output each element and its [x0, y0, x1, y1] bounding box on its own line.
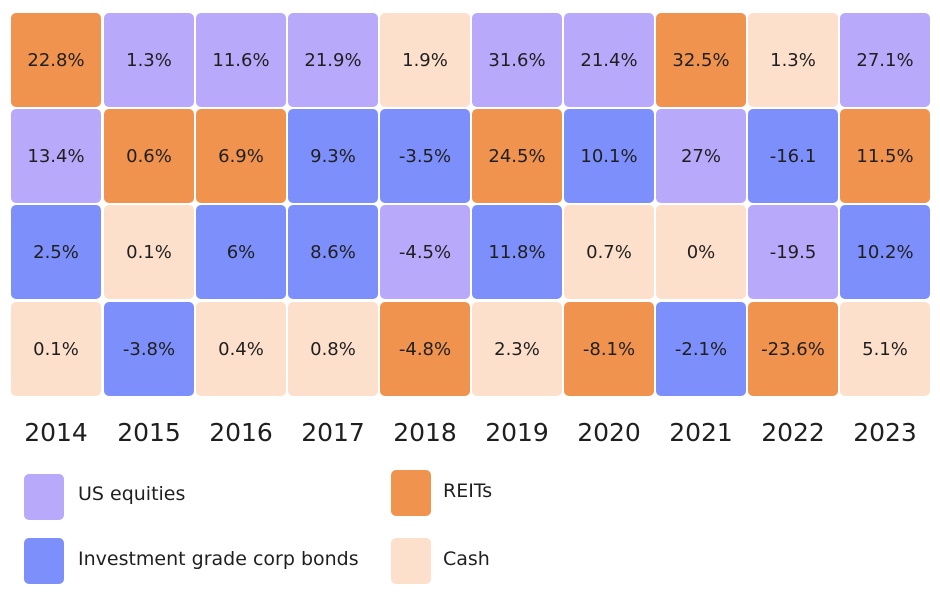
heatmap-cell-2014-rank-4: 0.1%: [11, 302, 101, 396]
heatmap-cell-2018-rank-1: 1.9%: [380, 13, 470, 107]
year-label-2022: 2022: [761, 418, 825, 447]
heatmap-cell-2019-rank-1: 31.6%: [472, 13, 562, 107]
heatmap-cell-2015-rank-4: -3.8%: [104, 302, 194, 396]
heatmap-cell-2014-rank-2: 13.4%: [11, 109, 101, 203]
legend-label-reits: REITs: [443, 480, 493, 502]
heatmap-cell-2016-rank-3: 6%: [196, 205, 286, 299]
legend-swatch-reits: [391, 470, 431, 516]
heatmap-cell-2015-rank-3: 0.1%: [104, 205, 194, 299]
year-label-2018: 2018: [393, 418, 457, 447]
heatmap-cell-2020-rank-4: -8.1%: [564, 302, 654, 396]
heatmap-cell-2015-rank-1: 1.3%: [104, 13, 194, 107]
heatmap-cell-2022-rank-2: -16.1: [748, 109, 838, 203]
heatmap-cell-2022-rank-1: 1.3%: [748, 13, 838, 107]
heatmap-cell-2015-rank-2: 0.6%: [104, 109, 194, 203]
heatmap-cell-2014-rank-1: 22.8%: [11, 13, 101, 107]
year-label-2014: 2014: [24, 418, 88, 447]
heatmap-cell-2020-rank-1: 21.4%: [564, 13, 654, 107]
heatmap-cell-2020-rank-3: 0.7%: [564, 205, 654, 299]
heatmap-cell-2019-rank-2: 24.5%: [472, 109, 562, 203]
legend-swatch-investment-grade-corp-bonds: [24, 538, 64, 584]
heatmap-cell-2023-rank-3: 10.2%: [840, 205, 930, 299]
legend-label-us-equities: US equities: [78, 483, 186, 505]
heatmap-cell-2016-rank-2: 6.9%: [196, 109, 286, 203]
legend-label-cash: Cash: [443, 548, 490, 570]
heatmap-cell-2019-rank-3: 11.8%: [472, 205, 562, 299]
year-label-2019: 2019: [485, 418, 549, 447]
heatmap-cell-2014-rank-3: 2.5%: [11, 205, 101, 299]
legend-swatch-cash: [391, 538, 431, 584]
heatmap-cell-2018-rank-4: -4.8%: [380, 302, 470, 396]
legend-swatch-us-equities: [24, 474, 64, 520]
heatmap-cell-2017-rank-4: 0.8%: [288, 302, 378, 396]
year-label-2017: 2017: [301, 418, 365, 447]
heatmap-cell-2022-rank-4: -23.6%: [748, 302, 838, 396]
heatmap-cell-2021-rank-3: 0%: [656, 205, 746, 299]
heatmap-cell-2021-rank-4: -2.1%: [656, 302, 746, 396]
heatmap-cell-2023-rank-4: 5.1%: [840, 302, 930, 396]
year-label-2021: 2021: [669, 418, 733, 447]
heatmap-cell-2017-rank-3: 8.6%: [288, 205, 378, 299]
heatmap-cell-2019-rank-4: 2.3%: [472, 302, 562, 396]
heatmap-cell-2021-rank-1: 32.5%: [656, 13, 746, 107]
heatmap-cell-2016-rank-4: 0.4%: [196, 302, 286, 396]
heatmap-cell-2022-rank-3: -19.5: [748, 205, 838, 299]
year-label-2023: 2023: [853, 418, 917, 447]
heatmap-cell-2020-rank-2: 10.1%: [564, 109, 654, 203]
year-label-2016: 2016: [209, 418, 273, 447]
heatmap-cell-2023-rank-1: 27.1%: [840, 13, 930, 107]
year-label-2020: 2020: [577, 418, 641, 447]
heatmap-cell-2016-rank-1: 11.6%: [196, 13, 286, 107]
heatmap-cell-2018-rank-2: -3.5%: [380, 109, 470, 203]
heatmap-cell-2017-rank-1: 21.9%: [288, 13, 378, 107]
heatmap-cell-2021-rank-2: 27%: [656, 109, 746, 203]
year-label-2015: 2015: [117, 418, 181, 447]
heatmap-cell-2018-rank-3: -4.5%: [380, 205, 470, 299]
heatmap-cell-2017-rank-2: 9.3%: [288, 109, 378, 203]
legend-label-investment-grade-corp-bonds: Investment grade corp bonds: [78, 548, 359, 570]
heatmap-cell-2023-rank-2: 11.5%: [840, 109, 930, 203]
